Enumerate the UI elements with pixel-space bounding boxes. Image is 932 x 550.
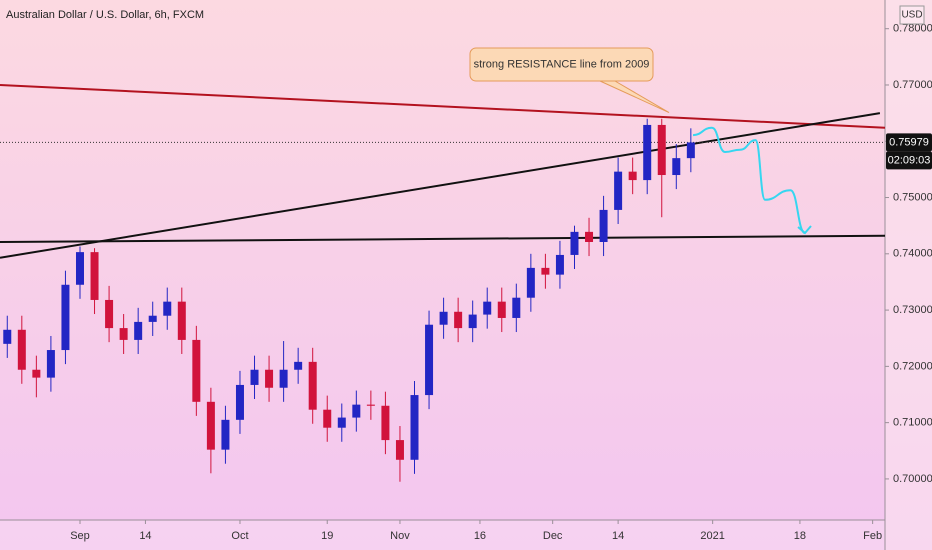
- x-tick-label: Nov: [390, 530, 410, 542]
- candle-body: [90, 252, 99, 300]
- candle-body: [221, 419, 230, 450]
- y-tick-label: 0.77000: [893, 79, 932, 91]
- callout-box: [469, 47, 654, 82]
- candle-body: [483, 301, 492, 315]
- countdown-box: [886, 151, 932, 170]
- price-label-box: [886, 133, 932, 152]
- x-tick-label: Oct: [231, 530, 248, 542]
- candle-body: [628, 171, 637, 181]
- y-tick-label: 0.75000: [893, 191, 932, 203]
- candle-body: [17, 329, 26, 370]
- candle-body: [32, 369, 41, 378]
- x-tick-label: 14: [139, 530, 151, 542]
- candle-body: [279, 369, 288, 388]
- candle-body: [308, 361, 317, 410]
- candle-body: [395, 440, 404, 460]
- time-axis-panel: [0, 520, 885, 550]
- currency-box[interactable]: [899, 5, 925, 25]
- price-label: 0.75979: [889, 136, 929, 148]
- y-tick-label: 0.72000: [893, 360, 932, 372]
- candle-body: [250, 369, 259, 385]
- candle-body: [75, 252, 84, 285]
- x-tick-label: Feb: [863, 530, 882, 542]
- plot-area: strong RESISTANCE line from 2009: [0, 47, 885, 482]
- trend-line: [0, 234, 885, 243]
- x-tick-label: Sep: [70, 530, 90, 542]
- countdown-label: 02:09:03: [888, 154, 931, 166]
- candle-body: [425, 324, 434, 396]
- candle-body: [381, 405, 390, 441]
- candle-body: [570, 231, 579, 255]
- candle-body: [512, 297, 521, 318]
- candle-body: [686, 142, 695, 159]
- x-tick-label: 14: [612, 530, 624, 542]
- candle-body: [163, 301, 172, 316]
- candle-body: [366, 404, 375, 406]
- candle-body: [614, 171, 623, 210]
- candle-body: [46, 350, 55, 378]
- trend-line: [0, 83, 885, 129]
- candle-body: [337, 417, 346, 428]
- candle-body: [119, 328, 128, 340]
- x-tick-label: 2021: [700, 530, 724, 542]
- callout-pointer: [599, 80, 670, 114]
- y-tick-label: 0.70000: [893, 473, 932, 485]
- candle-body: [410, 395, 419, 460]
- candle-body: [294, 361, 303, 370]
- x-tick-label: 16: [474, 530, 486, 542]
- candle-body: [526, 267, 535, 298]
- candle-body: [599, 209, 608, 242]
- y-tick-label: 0.71000: [893, 417, 932, 429]
- chart-title: Australian Dollar / U.S. Dollar, 6h, FXC…: [6, 9, 204, 21]
- currency-label: USD: [901, 10, 922, 21]
- candle-body: [3, 329, 12, 344]
- trend-line: [0, 112, 881, 259]
- projection-arrowhead: [797, 225, 812, 235]
- x-tick-label: Dec: [543, 530, 563, 542]
- candle-body: [555, 254, 564, 275]
- candle-body: [323, 409, 332, 428]
- price-axis-panel: [885, 0, 932, 550]
- projection-path: [692, 126, 806, 234]
- candle-body: [585, 231, 594, 242]
- candle-body: [672, 158, 681, 176]
- candle-body: [235, 384, 244, 420]
- candle-body: [352, 404, 361, 418]
- candle-body: [541, 267, 550, 275]
- candle-body: [468, 314, 477, 329]
- candle-body: [657, 124, 666, 176]
- x-tick-label: 18: [794, 530, 806, 542]
- candle-body: [497, 301, 506, 318]
- candle-body: [177, 301, 186, 340]
- axes: 0.70000 0.71000 0.72000 0.73000 0.74000 0.750…: [70, 23, 932, 542]
- callout-text: strong RESISTANCE line from 2009: [474, 58, 650, 70]
- y-tick-label: 0.78000: [893, 23, 932, 35]
- candle-body: [265, 369, 274, 388]
- candle-body: [148, 315, 157, 322]
- candle-body: [454, 311, 463, 329]
- candle-body: [61, 284, 70, 351]
- candle-body: [439, 311, 448, 325]
- x-tick-label: 19: [321, 530, 333, 542]
- y-tick-label: 0.74000: [893, 248, 932, 260]
- candle-body: [643, 124, 652, 181]
- candle-body: [134, 321, 143, 340]
- candle-body: [206, 401, 215, 450]
- candle-body: [105, 299, 114, 329]
- y-tick-label: 0.73000: [893, 304, 932, 316]
- candle-body: [192, 339, 201, 402]
